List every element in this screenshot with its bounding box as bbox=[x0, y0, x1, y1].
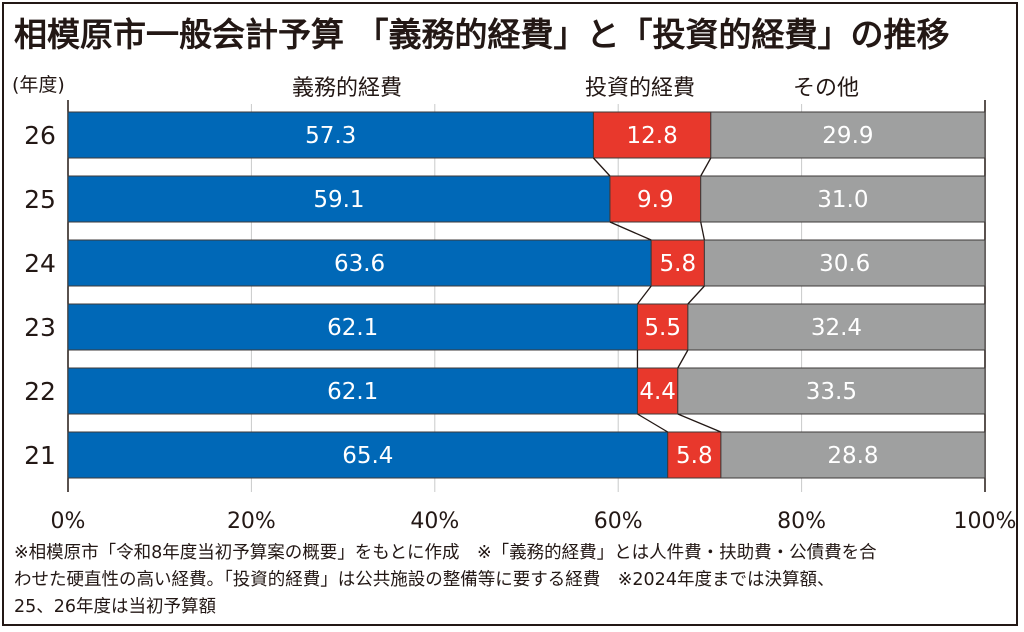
x-tick-label: 100% bbox=[954, 509, 1017, 534]
connector-line bbox=[700, 157, 712, 177]
connector-line bbox=[609, 221, 652, 241]
category-label: 26 bbox=[24, 121, 56, 150]
x-tick-label: 60% bbox=[594, 509, 643, 534]
data-label: 65.4 bbox=[342, 443, 393, 469]
category-label: 25 bbox=[24, 185, 56, 214]
data-label: 33.5 bbox=[806, 379, 857, 405]
connector-line bbox=[687, 285, 705, 305]
footnote-line: ※相模原市「令和8年度当初予算案の概要」をもとに作成 ※「義務的経費」とは人件費… bbox=[14, 543, 877, 563]
bar-segment-other bbox=[677, 367, 986, 415]
bar-segment-obligatory bbox=[67, 431, 669, 479]
data-label: 31.0 bbox=[817, 187, 868, 213]
bar-segment-other bbox=[703, 239, 986, 287]
connector-line bbox=[592, 157, 611, 177]
bar-segment-investment bbox=[650, 239, 705, 287]
x-tick-label: 20% bbox=[227, 509, 276, 534]
x-tick-label: 40% bbox=[410, 509, 459, 534]
data-label: 62.1 bbox=[327, 315, 378, 341]
legend-investment: 投資的経費 bbox=[585, 76, 696, 101]
chart-title: 相模原市一般会計予算 「義務的経費」と「投資的経費」の推移 bbox=[14, 15, 950, 54]
footnote-line: わせた硬直性の高い経費。「投資的経費」は公共施設の整備等に要する経費 ※2024… bbox=[14, 570, 835, 590]
category-label: 22 bbox=[24, 377, 56, 406]
data-label: 5.5 bbox=[644, 315, 681, 341]
bar-segment-obligatory bbox=[67, 303, 638, 351]
data-label: 29.9 bbox=[822, 123, 873, 149]
category-label: 23 bbox=[24, 313, 56, 342]
footnote-line: 25、26年度は当初予算額 bbox=[14, 597, 217, 617]
data-label: 5.8 bbox=[676, 443, 713, 469]
data-label: 30.6 bbox=[819, 251, 870, 277]
data-label: 5.8 bbox=[660, 251, 697, 277]
bar-segment-other bbox=[720, 431, 986, 479]
category-label: 24 bbox=[24, 249, 56, 278]
data-label: 28.8 bbox=[827, 443, 878, 469]
data-label: 9.9 bbox=[637, 187, 674, 213]
bar-segment-obligatory bbox=[67, 239, 652, 287]
x-tick-label: 0% bbox=[51, 509, 86, 534]
x-tick-label: 80% bbox=[777, 509, 826, 534]
data-label: 12.8 bbox=[627, 123, 678, 149]
bar-segment-investment bbox=[592, 111, 712, 159]
connector-line bbox=[700, 221, 706, 241]
legend-obligatory: 義務的経費 bbox=[292, 76, 403, 101]
data-label: 62.1 bbox=[327, 379, 378, 405]
bar-segment-obligatory bbox=[67, 175, 611, 223]
data-label: 59.1 bbox=[313, 187, 364, 213]
connector-line bbox=[637, 413, 669, 433]
data-label: 63.6 bbox=[334, 251, 385, 277]
connector-line bbox=[677, 413, 722, 433]
bar-segment-other bbox=[687, 303, 986, 351]
legend-other: その他 bbox=[793, 76, 860, 101]
data-label: 57.3 bbox=[305, 123, 356, 149]
category-label: 21 bbox=[24, 441, 56, 470]
bar-segment-obligatory bbox=[67, 111, 594, 159]
bar-segment-investment bbox=[667, 431, 722, 479]
connector-line bbox=[677, 349, 689, 369]
bar-segment-investment bbox=[636, 367, 679, 415]
bar-segment-obligatory bbox=[67, 367, 638, 415]
connector-line bbox=[636, 285, 652, 305]
data-label: 4.4 bbox=[639, 379, 676, 405]
bar-segment-other bbox=[710, 111, 986, 159]
bar-segment-other bbox=[700, 175, 986, 223]
data-label: 32.4 bbox=[811, 315, 862, 341]
footnotes: ※相模原市「令和8年度当初予算案の概要」をもとに作成 ※「義務的経費」とは人件費… bbox=[14, 540, 1014, 621]
y-axis-label: (年度) bbox=[12, 74, 65, 96]
bar-segment-investment bbox=[636, 303, 689, 351]
